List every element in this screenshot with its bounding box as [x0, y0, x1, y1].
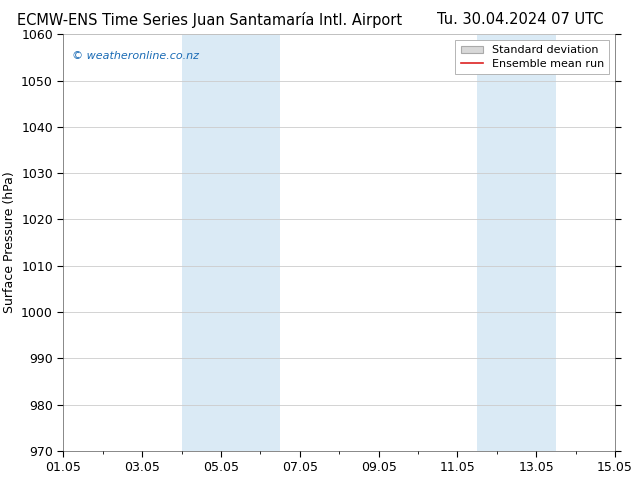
- Bar: [181, 34, 280, 451]
- Y-axis label: Surface Pressure (hPa): Surface Pressure (hPa): [3, 172, 16, 314]
- Text: © weatheronline.co.nz: © weatheronline.co.nz: [72, 51, 198, 61]
- Text: ECMW-ENS Time Series Juan Santamaría Intl. Airport: ECMW-ENS Time Series Juan Santamaría Int…: [16, 12, 402, 28]
- Legend: Standard deviation, Ensemble mean run: Standard deviation, Ensemble mean run: [455, 40, 609, 74]
- Bar: [477, 34, 556, 451]
- Text: Tu. 30.04.2024 07 UTC: Tu. 30.04.2024 07 UTC: [437, 12, 603, 27]
